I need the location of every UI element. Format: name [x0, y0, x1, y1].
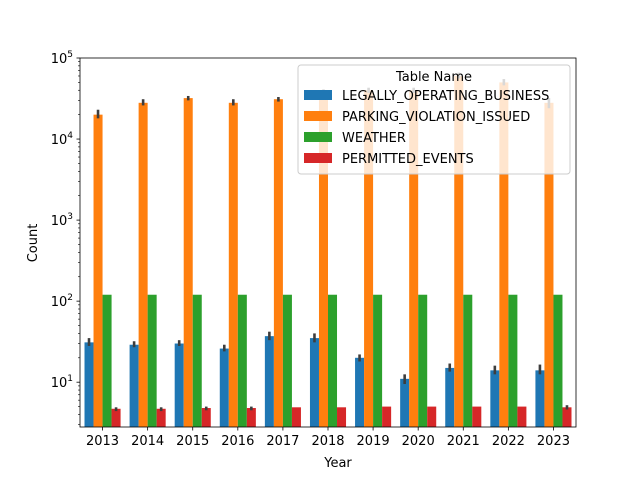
bar-legally-operating-business-2013: [84, 342, 94, 427]
x-tick-label-2019: 2019: [357, 434, 390, 449]
bar-legally-operating-business-2022: [490, 370, 500, 427]
bar-weather-2021: [463, 294, 473, 427]
legend-swatch-parking-violation-issued: [304, 111, 332, 121]
legend-title: Table Name: [395, 70, 472, 85]
bar-permitted-events-2016: [246, 408, 256, 427]
x-tick-label-2021: 2021: [447, 434, 480, 449]
bar-weather-2017: [282, 294, 292, 427]
bar-parking-violation-issued-2017: [273, 99, 283, 427]
bar-permitted-events-2013: [111, 408, 121, 427]
x-tick-label-2015: 2015: [176, 434, 209, 449]
legend-swatch-permitted-events: [304, 153, 332, 163]
y-tick-label-3: 103: [51, 212, 73, 229]
legend: Table Name LEGALLY_OPERATING_BUSINESS PARK…: [297, 64, 571, 175]
bar-weather-2018: [328, 294, 338, 427]
legend-label-permitted-events: PERMITTED_EVENTS: [342, 152, 474, 167]
bar-legally-operating-business-2021: [445, 367, 455, 427]
legend-swatch-weather: [304, 132, 332, 142]
bar-parking-violation-issued-2019: [364, 90, 374, 427]
y-tick-label-2: 102: [51, 293, 73, 310]
bar-permitted-events-2015: [201, 408, 211, 427]
bar-weather-2015: [192, 294, 202, 427]
bar-parking-violation-issued-2018: [318, 92, 328, 427]
bar-parking-violation-issued-2020: [409, 90, 419, 427]
y-tick-label-5: 105: [51, 50, 73, 67]
bar-permitted-events-2017: [291, 407, 301, 427]
bar-legally-operating-business-2017: [264, 336, 274, 427]
legend-label-legally-operating-business: LEGALLY_OPERATING_BUSINESS: [342, 89, 549, 104]
bar-legally-operating-business-2014: [129, 344, 139, 427]
bar-permitted-events-2022: [517, 406, 527, 427]
bar-parking-violation-issued-2015: [183, 98, 193, 428]
x-axis-label: Year: [323, 456, 352, 471]
y-tick-label-4: 104: [51, 131, 74, 148]
x-tick-label-2020: 2020: [402, 434, 435, 449]
bar-parking-violation-issued-2023: [544, 102, 554, 427]
bar-legally-operating-business-2015: [174, 343, 184, 427]
bar-permitted-events-2019: [382, 406, 392, 427]
legend-box: [297, 64, 571, 175]
bar-legally-operating-business-2023: [535, 370, 545, 427]
x-tick-label-2013: 2013: [86, 434, 119, 449]
bar-parking-violation-issued-2013: [93, 114, 103, 428]
legend-swatch-legally-operating-business: [304, 90, 332, 100]
bar-parking-violation-issued-2016: [228, 102, 238, 427]
x-tick-label-2018: 2018: [311, 434, 344, 449]
bar-legally-operating-business-2018: [309, 338, 319, 427]
bar-weather-2022: [508, 294, 518, 427]
bar-permitted-events-2014: [156, 408, 166, 427]
bar-weather-2019: [373, 294, 383, 427]
y-axis-label: Count: [26, 224, 41, 263]
bar-parking-violation-issued-2014: [138, 102, 148, 427]
bar-weather-2020: [418, 294, 428, 427]
bar-legally-operating-business-2020: [400, 378, 410, 427]
x-tick-label-2014: 2014: [131, 434, 164, 449]
y-tick-label-1: 101: [51, 374, 73, 391]
x-tick-label-2023: 2023: [537, 434, 570, 449]
bar-weather-2023: [553, 294, 563, 427]
bar-weather-2013: [102, 294, 112, 427]
bar-parking-violation-issued-2021: [454, 75, 464, 427]
bar-permitted-events-2018: [337, 407, 347, 427]
legend-label-weather: WEATHER: [342, 131, 406, 146]
bar-legally-operating-business-2019: [355, 357, 365, 427]
bars-layer: [84, 75, 572, 428]
legend-label-parking-violation-issued: PARKING_VIOLATION_ISSUED: [342, 110, 530, 125]
bar-parking-violation-issued-2022: [499, 82, 509, 428]
bar-permitted-events-2020: [427, 406, 437, 427]
axes-layer: 2013 2014 2015 2016 2017 2018 2019 2020 2021 2022…: [51, 50, 577, 449]
x-tick-label-2017: 2017: [266, 434, 299, 449]
bar-weather-2016: [237, 294, 247, 427]
bar-permitted-events-2021: [472, 406, 482, 427]
x-tick-label-2022: 2022: [492, 434, 525, 449]
bar-legally-operating-business-2016: [219, 348, 229, 427]
x-tick-label-2016: 2016: [221, 434, 254, 449]
bar-permitted-events-2023: [562, 407, 572, 427]
bar-weather-2014: [147, 294, 157, 427]
